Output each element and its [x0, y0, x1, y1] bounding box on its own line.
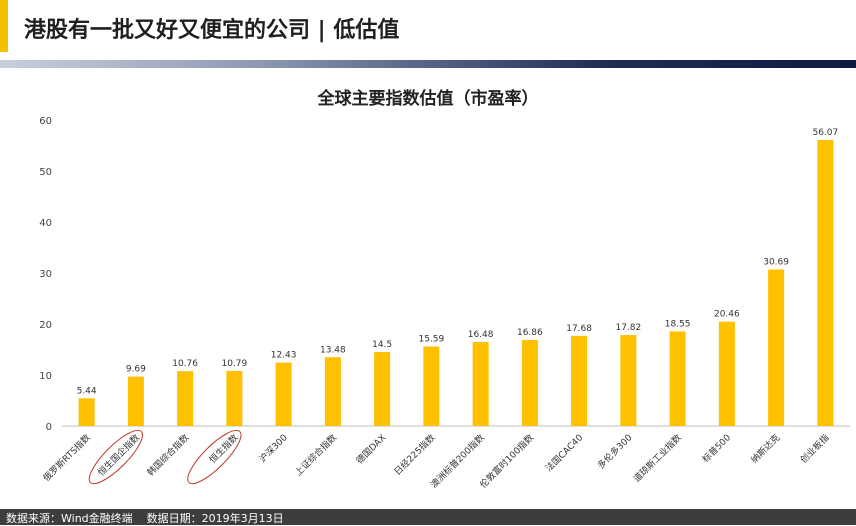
y-tick-label: 30: [39, 269, 52, 280]
bar: [324, 357, 341, 426]
bar: [78, 398, 95, 426]
chart-title: 全球主要指数估值（市盈率）: [317, 89, 539, 109]
x-tick-label: 沪深300: [256, 431, 290, 465]
bar-value-label: 5.44: [77, 386, 97, 396]
bar: [817, 140, 834, 426]
y-tick-label: 40: [39, 218, 52, 229]
x-tick-label: 多伦多300: [595, 431, 635, 471]
bar-value-label: 14.5: [372, 340, 392, 350]
bar-value-label: 18.55: [665, 319, 691, 329]
bar-value-label: 16.48: [468, 330, 494, 340]
highlight-circle: [88, 429, 143, 485]
y-tick-label: 20: [39, 320, 52, 331]
bar-value-label: 9.69: [126, 365, 146, 375]
x-tick-label: 德国DAX: [354, 432, 389, 467]
bar: [374, 352, 391, 426]
bar-value-label: 12.43: [271, 351, 297, 361]
bar-value-label: 17.68: [566, 324, 592, 334]
y-tick-label: 60: [39, 116, 52, 127]
x-tick-label: 韩国综合指数: [145, 432, 192, 479]
title-divider: [0, 60, 856, 68]
bar-value-label: 15.59: [418, 334, 444, 344]
bar: [571, 335, 588, 426]
x-tick-label: 俄罗斯RTS指数: [41, 432, 93, 484]
x-tick-label: 法国CAC40: [543, 431, 586, 474]
x-tick-label: 创业板指: [798, 432, 832, 466]
bar: [718, 321, 735, 426]
x-tick-label: 日经225指数: [391, 432, 437, 478]
bar: [177, 371, 194, 426]
bar: [226, 370, 243, 426]
bar-value-label: 20.46: [714, 310, 740, 320]
bar-value-label: 13.48: [320, 345, 346, 355]
x-tick-label: 纳斯达克: [748, 432, 782, 466]
x-tick-label: 上证综合指数: [292, 432, 339, 479]
bar-value-label: 16.86: [517, 328, 543, 338]
bar: [127, 376, 144, 426]
bar: [275, 362, 292, 426]
bar: [620, 335, 637, 426]
x-tick-label: 道琼斯工业指数: [631, 432, 684, 485]
footer-bar: 数据来源：Wind金融终端 数据日期：2019年3月13日: [0, 509, 856, 525]
page-title: 港股有一批又好又便宜的公司 | 低估值: [24, 18, 400, 43]
bar: [669, 331, 686, 426]
bar-value-label: 10.79: [221, 359, 247, 369]
bar-value-label: 17.82: [615, 323, 641, 333]
bar-value-label: 56.07: [812, 128, 838, 138]
bar: [768, 269, 785, 426]
y-tick-label: 50: [39, 167, 52, 178]
bar-value-label: 30.69: [763, 257, 789, 267]
bar-value-label: 10.76: [172, 359, 198, 369]
data-source-note: 数据来源：Wind金融终端 数据日期：2019年3月13日: [6, 512, 284, 525]
header-accent-bar: [0, 0, 8, 52]
bar: [472, 341, 489, 426]
y-tick-label: 10: [39, 371, 52, 382]
bar: [423, 346, 440, 426]
bar: [521, 340, 538, 426]
y-tick-label: 0: [46, 422, 52, 433]
x-tick-label: 标普500: [700, 431, 734, 465]
highlight-circle: [187, 429, 242, 485]
